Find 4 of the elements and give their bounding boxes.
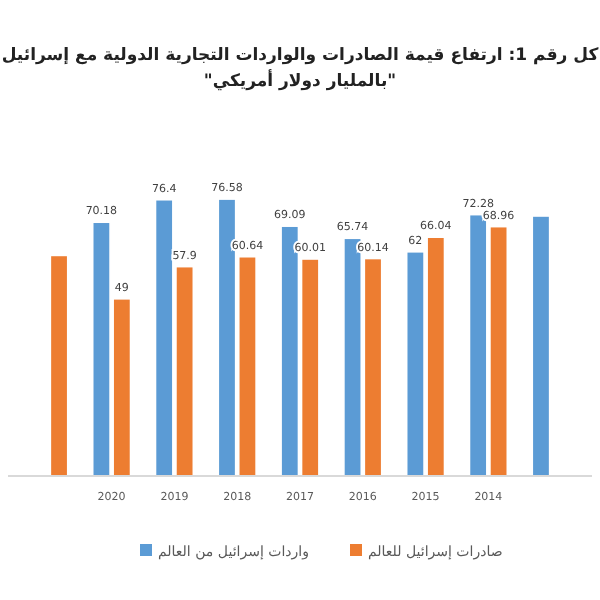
chart-subtitle: "بالمليار دولار أمريكي" — [203, 68, 397, 92]
bar — [531, 215, 551, 477]
bar — [49, 254, 69, 477]
chart-title: كل رقم 1: ارتفاع قيمة الصادرات والواردات التجارية الدولية مع إسرائيل — [1, 46, 599, 66]
